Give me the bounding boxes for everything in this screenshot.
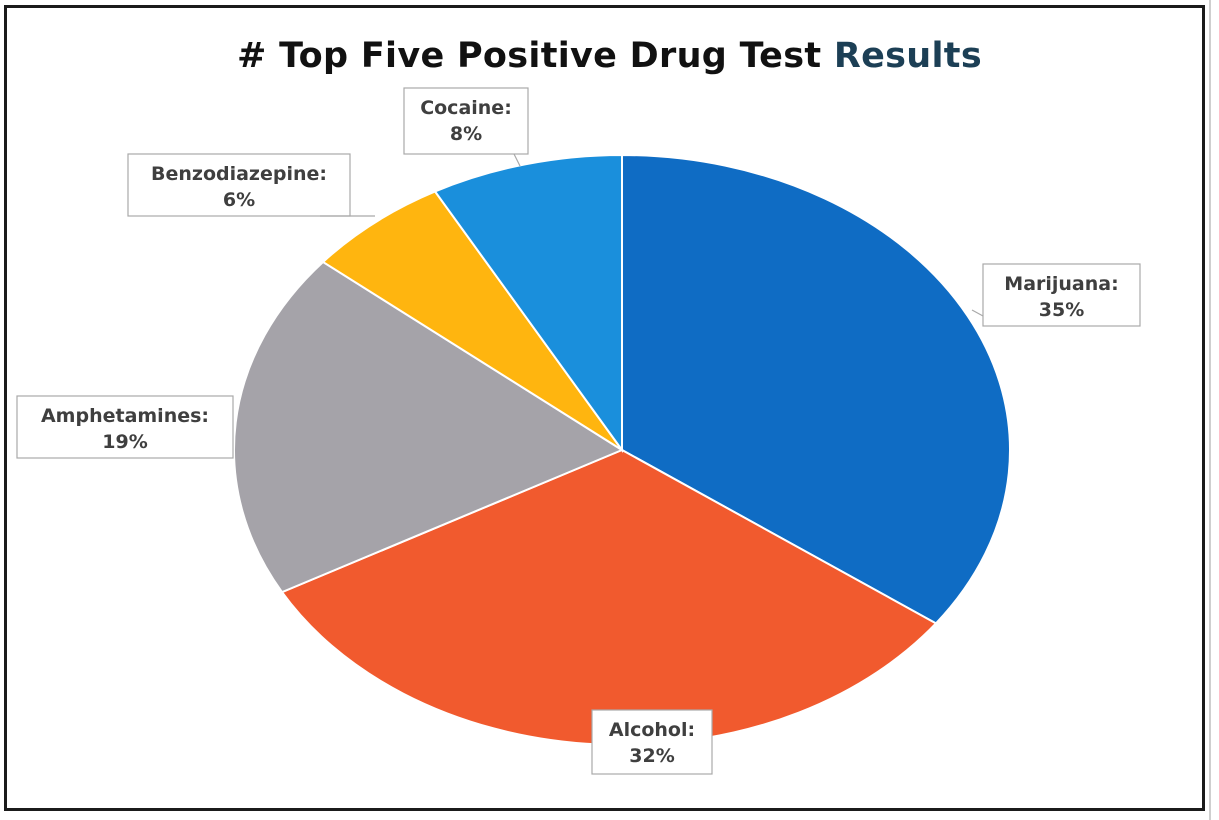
data-label-benzodiazepine: Benzodiazepine: 6% [127,153,375,217]
data-label-box [982,263,1141,327]
pie-slice-amphetamines [233,260,625,594]
data-label-value: 8% [450,123,482,145]
data-label-value: 6% [223,189,255,211]
data-label-value: 35% [1039,299,1084,321]
chart-title-main: # Top Five Positive Drug Test [237,36,834,76]
data-label-name: Amphetamines: [41,405,209,427]
data-label-box [16,395,234,459]
scan-edge [1209,0,1211,820]
data-label-cocaine: Cocaine: 8% [403,87,529,167]
data-label-amphetamines: Amphetamines: 19% [16,395,234,459]
data-label-box [591,709,713,775]
data-label-box [403,87,529,155]
data-label-box [127,153,351,217]
pie-labels: Marijuana: 35% Alcohol: 32% Amphetamines: 19%… [16,87,1141,775]
data-label-alcohol: Alcohol: 32% [591,709,713,775]
pie-slice-cocaine [433,153,623,454]
pie-slices [233,153,1011,746]
data-label-name: Cocaine: [420,97,512,119]
data-label-value: 19% [102,431,147,453]
chart-title-accent: Results [833,36,982,76]
data-label-name: Alcohol: [609,719,695,741]
data-label-name: Benzodiazepine: [151,163,327,185]
leader-line [513,153,521,167]
leader-line [971,309,984,317]
pie-slice-marijuana [621,153,1011,625]
chart-title: # Top Five Positive Drug Test Results [0,36,1219,76]
data-label-marijuana: Marijuana: 35% [971,263,1141,327]
data-label-name: Marijuana: [1004,273,1118,295]
pie-slice-benzodiazepine [321,190,623,451]
data-label-value: 32% [629,745,674,767]
